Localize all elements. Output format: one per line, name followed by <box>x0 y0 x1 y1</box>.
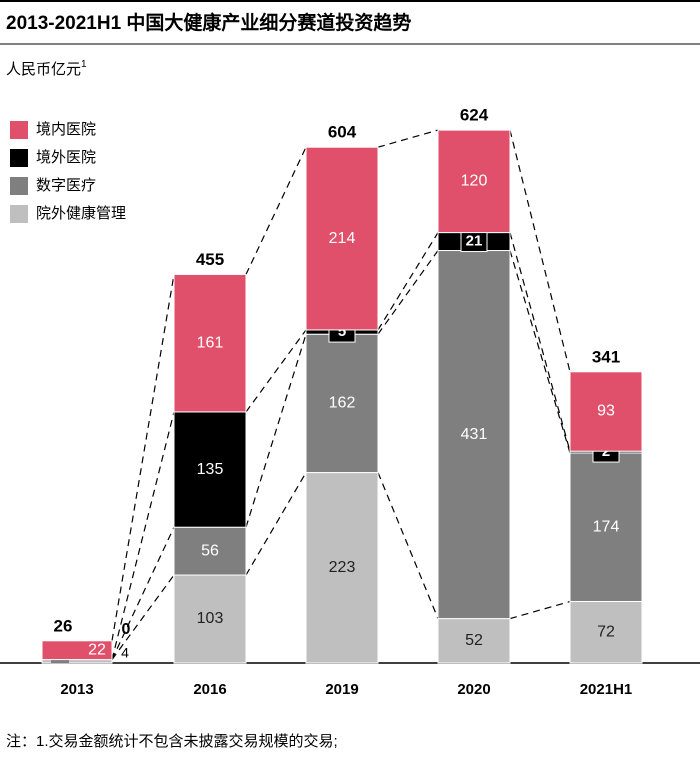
footnote: 注：1.交易金额统计不包含未披露交易规模的交易; <box>6 732 338 750</box>
bar-segment <box>569 371 643 452</box>
total-label: 26 <box>54 616 73 635</box>
connector <box>245 329 307 413</box>
value-label: 214 <box>329 230 356 247</box>
bar-segment <box>437 618 511 664</box>
legend-label: 院外健康管理 <box>36 204 126 222</box>
value-label: 0 <box>122 621 131 638</box>
bar-segment <box>569 452 643 603</box>
connector <box>245 334 307 528</box>
total-label: 604 <box>328 123 357 142</box>
connector <box>245 146 307 275</box>
x-tick-label: 2019 <box>325 681 358 698</box>
legend-label: 境内医院 <box>36 120 96 138</box>
connector <box>111 274 175 641</box>
unit-text: 人民币亿元 <box>6 61 81 78</box>
connector <box>509 250 571 454</box>
value-label: 4 <box>121 645 129 661</box>
connector <box>245 472 307 576</box>
value-label: 431 <box>461 426 488 443</box>
bar-segment <box>173 574 247 664</box>
connector <box>377 232 439 331</box>
value-label: 93 <box>597 403 615 420</box>
value-label: 72 <box>597 623 615 640</box>
legend-swatch <box>10 177 28 195</box>
legend-label: 境外医院 <box>36 148 96 166</box>
connector <box>111 574 175 660</box>
bar-segment <box>305 472 379 664</box>
connector <box>509 232 571 452</box>
legend-swatch <box>10 121 28 139</box>
connector <box>111 526 175 660</box>
total-label: 341 <box>592 347 620 366</box>
connector <box>111 411 175 660</box>
bar-segment <box>437 250 511 620</box>
value-label: 5 <box>338 323 346 340</box>
connector <box>377 472 439 619</box>
connector <box>509 129 571 372</box>
bar-segment <box>305 146 379 331</box>
total-label: 455 <box>196 250 224 269</box>
bar-segment <box>437 129 511 234</box>
chart-title: 2013-2021H1 中国大健康产业细分赛道投资趋势 <box>6 11 411 34</box>
x-tick-label: 2013 <box>60 681 93 698</box>
value-label: 56 <box>201 542 219 559</box>
x-tick-label: 2016 <box>193 681 226 698</box>
value-label: 162 <box>329 395 356 412</box>
value-label: 120 <box>461 173 488 190</box>
bar-segment <box>569 601 643 664</box>
bar-segment <box>173 273 247 413</box>
unit-label: 人民币亿元1 <box>6 59 87 78</box>
connector <box>509 600 571 620</box>
value-label: 103 <box>197 610 224 627</box>
bar-segment <box>173 411 247 528</box>
bar-segment <box>173 526 247 576</box>
total-label: 624 <box>460 106 489 125</box>
legend-swatch <box>10 149 28 167</box>
x-tick-label: 2020 <box>457 681 490 698</box>
connector <box>377 129 439 148</box>
value-label: 21 <box>466 233 483 250</box>
x-tick-label: 2021H1 <box>580 681 633 698</box>
value-label: 52 <box>465 632 483 649</box>
value-label: 161 <box>197 334 224 351</box>
value-label: 223 <box>329 559 356 576</box>
value-label: 22 <box>88 641 106 658</box>
legend-label: 数字医疗 <box>36 177 96 194</box>
unit-note: 1 <box>81 59 87 70</box>
value-label: 174 <box>593 518 620 535</box>
connector <box>377 250 439 335</box>
bar-segment <box>41 640 113 661</box>
value-label: 135 <box>197 461 224 478</box>
legend-swatch <box>10 205 28 223</box>
